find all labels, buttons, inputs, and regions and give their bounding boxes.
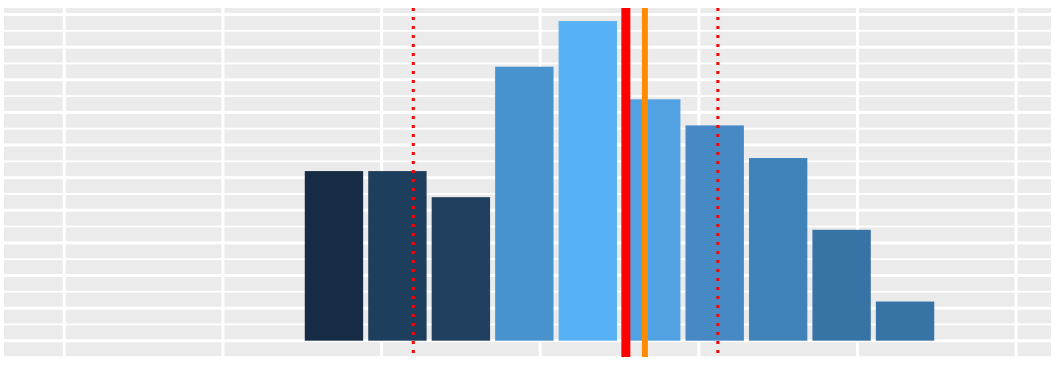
histogram-bar <box>748 158 808 341</box>
histogram-bar <box>495 66 554 341</box>
histogram-bar <box>431 197 491 341</box>
histogram-bar <box>685 125 744 341</box>
histogram-bar <box>558 21 617 341</box>
histogram-bar <box>304 171 364 341</box>
histogram-bar <box>622 99 681 341</box>
histogram-bar <box>368 171 427 341</box>
reference-lines <box>411 8 720 357</box>
histogram-bar <box>812 229 871 341</box>
bars <box>304 21 935 341</box>
histogram-bar <box>875 301 935 341</box>
